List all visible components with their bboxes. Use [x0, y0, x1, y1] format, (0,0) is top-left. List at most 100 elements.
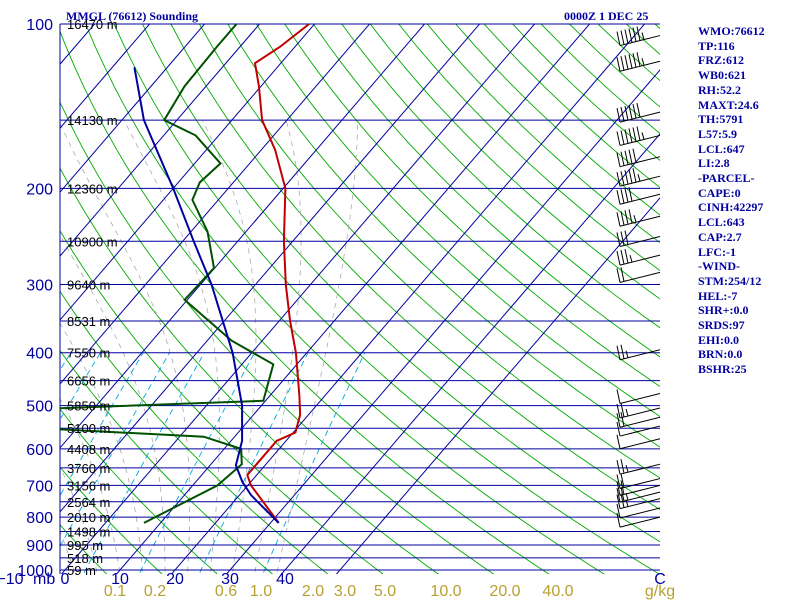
barb-flag [616, 474, 621, 489]
wind-barb [616, 52, 661, 72]
barb-flag [616, 434, 621, 449]
dry-adiabat [60, 167, 440, 574]
dry-adiabat [113, 24, 660, 574]
wind-barb [616, 209, 661, 227]
wind-barb [616, 230, 661, 247]
barb-flag [620, 211, 625, 226]
stat-line: BRN:0.0 [698, 347, 743, 362]
height-label: 1498 m [67, 524, 110, 539]
barb-staff [619, 271, 661, 283]
dry-adiabat [85, 24, 605, 574]
wind-barb [616, 148, 661, 168]
barb-half-flag [641, 132, 645, 140]
barb-half-flag [641, 58, 645, 66]
barb-staff [619, 349, 661, 361]
barb-flag [616, 212, 621, 227]
mixing-ratio-line [60, 352, 144, 497]
isotherm [60, 24, 206, 193]
height-label: 12360 m [67, 181, 118, 196]
height-label: 16470 m [67, 17, 118, 32]
barb-staff [619, 463, 661, 475]
barb-flag [624, 129, 629, 144]
dry-adiabat [0, 24, 59, 582]
temperature-label: 40 [276, 571, 294, 588]
height-label: 7550 m [67, 346, 110, 361]
barb-half-flag [625, 350, 629, 358]
barb-flag [616, 389, 621, 404]
dry-adiabat [256, 24, 660, 418]
stat-line: CAP:2.7 [698, 229, 742, 244]
stat-line: HEL:-7 [698, 288, 738, 303]
dry-adiabat [398, 24, 660, 272]
barb-flag [628, 209, 633, 224]
barb-flag [628, 54, 633, 69]
barb-half-flag [625, 499, 629, 507]
height-label: 2010 m [67, 510, 110, 525]
temperature-unit: C [654, 571, 666, 588]
wind-barb [616, 412, 661, 428]
barb-staff [619, 425, 661, 437]
barb-flag [620, 107, 625, 122]
wind-barbs [616, 26, 661, 528]
barb-flag [620, 493, 625, 508]
barb-flag [616, 108, 621, 123]
barb-flag [636, 26, 641, 41]
wind-barb [616, 503, 661, 519]
barb-flag [624, 210, 629, 225]
pressure-label: 700 [26, 478, 53, 495]
dry-adiabat [369, 24, 660, 300]
barb-flag [624, 55, 629, 70]
barb-flag [616, 345, 621, 360]
barb-flag [620, 402, 625, 418]
barb-flag [616, 131, 621, 146]
wind-barb [616, 473, 661, 490]
stat-line: TH:5791 [698, 112, 744, 127]
stat-line: WB0:621 [698, 68, 746, 83]
barb-flag [616, 152, 621, 167]
mixing-ratio-line [82, 352, 205, 574]
isotherm [225, 69, 660, 574]
barb-flag [616, 413, 621, 428]
barb-flag [620, 486, 625, 502]
temperature-label: 30 [221, 571, 239, 588]
moist-adiabat [123, 119, 220, 574]
stat-line: L57:5.9 [698, 126, 737, 141]
dry-adiabat [227, 24, 660, 448]
barb-flag [628, 105, 633, 120]
stat-line: CINH:42297 [698, 200, 764, 215]
dry-adiabat [60, 466, 163, 574]
stats-panel: WMO:76612 TP:116 FRZ:612 WB0:621 RH:52.2 MAXT… [698, 24, 765, 377]
barb-staff [619, 498, 661, 510]
isotherm [60, 24, 371, 385]
mixing-ratio-line [198, 352, 309, 574]
isotherm [60, 24, 426, 449]
barb-staff [619, 193, 661, 205]
mixing-ratio-lines [0, 352, 366, 582]
isotherm [335, 197, 660, 574]
barb-flag [628, 169, 633, 184]
mixing-ratio-label: 10.0 [430, 583, 461, 600]
height-label: 8531 m [67, 314, 110, 329]
barb-flag [616, 460, 621, 475]
isotherms [0, 12, 660, 582]
wind-barb [616, 26, 661, 47]
wind-barb [616, 344, 661, 361]
mixing-ratio-line [262, 352, 366, 574]
sounding-traces [60, 24, 310, 524]
pressure-label: 800 [26, 510, 53, 527]
isotherm [0, 12, 50, 582]
stat-line: MAXT:24.6 [698, 97, 759, 112]
temperature-label: 20 [166, 571, 184, 588]
barb-flag [616, 494, 621, 509]
wind-barb [616, 267, 661, 283]
dry-adiabat [60, 349, 274, 574]
wind-barb [616, 168, 661, 187]
dry-adiabat [0, 24, 3, 582]
mixing-ratio-line [0, 353, 12, 582]
barb-staff [619, 416, 661, 428]
stat-line: BSHR:25 [698, 362, 747, 377]
barb-flag [620, 231, 625, 246]
wind-barb [616, 493, 661, 510]
barb-flag [620, 344, 625, 359]
